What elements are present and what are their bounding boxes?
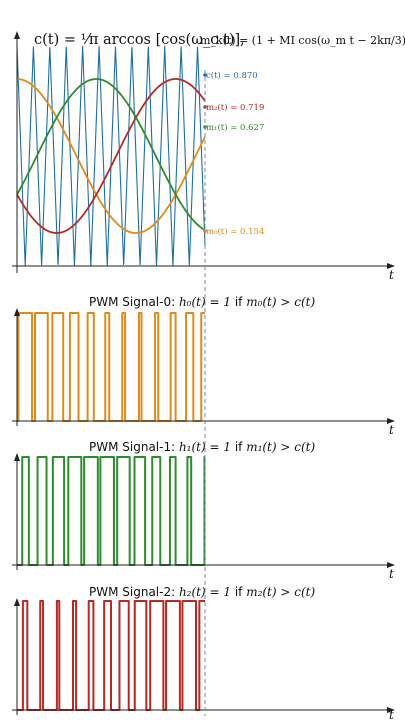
pwm-title-1-if: if	[231, 440, 246, 454]
m1-line	[16, 78, 206, 231]
pwm-0-x-axis-arrow	[387, 418, 395, 424]
pwm-title-1-formula: h₁(t) = 1	[179, 440, 231, 454]
pwm-title-0-cond: m₀(t) > c(t)	[246, 295, 315, 309]
pwm-title-0-if: if	[231, 295, 246, 309]
top-y-axis-arrow	[14, 31, 20, 39]
pwm-2-x-axis-label: t	[389, 708, 394, 720]
pwm-2-x-axis-arrow	[387, 707, 395, 713]
m0-line	[16, 78, 206, 234]
pwm-1-y-axis-arrow	[14, 453, 20, 461]
pwm-panel-0: PWM Signal-0: h₀(t) = 1 if m₀(t) > c(t) …	[12, 295, 395, 437]
pwm-0-x-axis-label: t	[389, 423, 394, 437]
pwm-signal-2	[16, 600, 206, 711]
pwm-signal-0	[16, 312, 206, 422]
modulation-panel: c(t) = ¹⁄π arccos [cos(ω_c t)], m_k(t) =…	[12, 31, 405, 282]
pwm-2-waveform	[16, 600, 206, 711]
pwm-title-0: PWM Signal-0: h₀(t) = 1 if m₀(t) > c(t)	[89, 295, 315, 309]
m0-readout: m₀(t) = 0.154	[206, 226, 264, 237]
pwm-1-x-axis-arrow	[387, 562, 395, 568]
m2-readout: m₂(t) = 0.719	[206, 102, 264, 113]
pwm-2-y-axis-arrow	[14, 598, 20, 606]
pwm-0-y-axis-arrow	[14, 308, 20, 316]
pwm-1-x-axis-label: t	[389, 567, 394, 581]
modulation-formula: m_k(t) = (1 + MI cos(ω_m t − 2kπ/3)) / 2	[200, 34, 405, 47]
pwm-title-2-prefix: PWM Signal-2:	[89, 585, 179, 599]
m2-line	[16, 78, 206, 234]
pwm-title-1: PWM Signal-1: h₁(t) = 1 if m₁(t) > c(t)	[89, 440, 315, 454]
top-series-group	[16, 45, 206, 267]
pwm-signal-1	[16, 456, 206, 566]
top-x-axis-label: t	[389, 268, 394, 282]
top-x-axis-arrow	[387, 263, 395, 269]
pwm-panel-1: PWM Signal-1: h₁(t) = 1 if m₁(t) > c(t) …	[12, 440, 395, 581]
pwm-title-1-prefix: PWM Signal-1:	[89, 440, 179, 454]
pwm-title-0-prefix: PWM Signal-0:	[89, 295, 179, 309]
value-readouts: c(t) = 0.870 m₂(t) = 0.719 m₁(t) = 0.627…	[203, 70, 264, 237]
pwm-title-2: PWM Signal-2: h₂(t) = 1 if m₂(t) > c(t)	[89, 585, 315, 599]
m1-readout: m₁(t) = 0.627	[206, 122, 264, 133]
carrier-marker	[203, 73, 207, 77]
pwm-1-waveform	[16, 456, 206, 566]
pwm-0-waveform	[16, 312, 206, 422]
pwm-title-2-cond: m₂(t) > c(t)	[246, 585, 315, 599]
carrier-formula: c(t) = ¹⁄π arccos [cos(ω_c t)],	[34, 32, 245, 48]
pwm-panel-2: PWM Signal-2: h₂(t) = 1 if m₂(t) > c(t) …	[12, 585, 395, 720]
pwm-title-1-cond: m₁(t) > c(t)	[246, 440, 315, 454]
carrier-readout: c(t) = 0.870	[206, 70, 258, 81]
pwm-title-2-if: if	[231, 585, 246, 599]
top-axes: t	[12, 31, 395, 282]
